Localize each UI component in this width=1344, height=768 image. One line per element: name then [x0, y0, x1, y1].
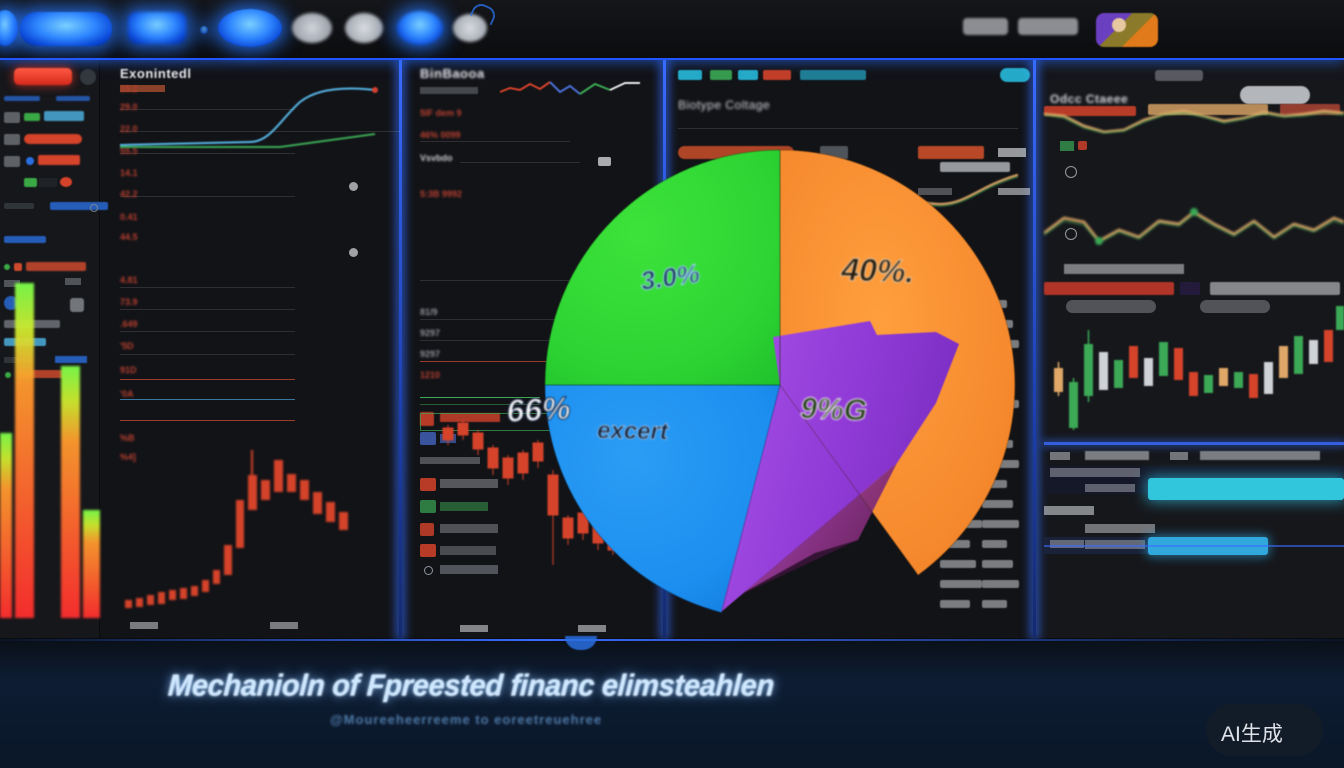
svg-text:excert: excert: [597, 417, 669, 445]
svg-text:66%: 66%: [505, 390, 571, 429]
svg-text:9%G: 9%G: [800, 392, 868, 427]
svg-text:40%.: 40%.: [840, 251, 915, 290]
